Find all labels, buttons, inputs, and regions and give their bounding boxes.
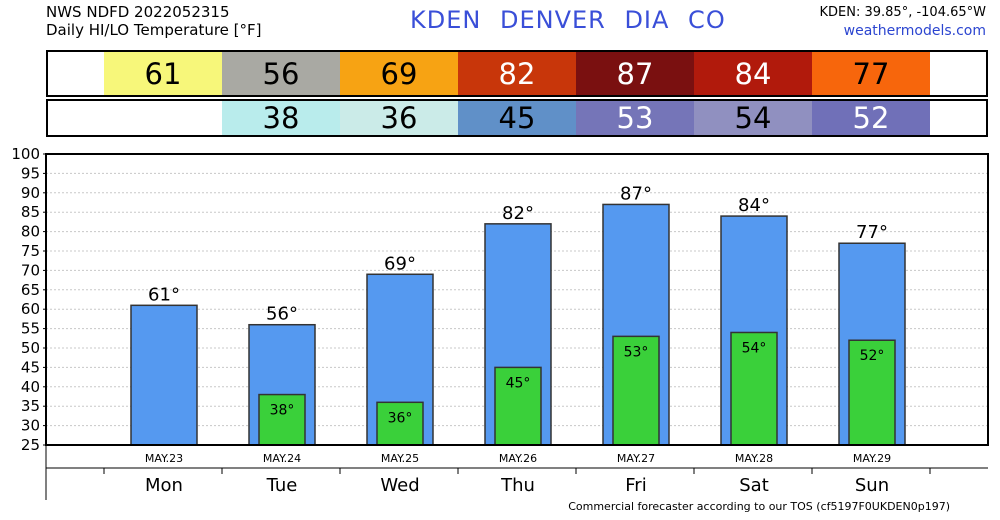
low-temp-strip: 38 36 45 53 54 52: [46, 99, 988, 137]
low-bar-thu: [494, 366, 542, 446]
bar-layer: 61° 56° 69° 82° 87° 84° 77° 38° 36° 45° 53° 54° 52°: [130, 183, 906, 446]
y-tick-label: 75: [21, 242, 40, 260]
y-tick-label: 80: [21, 223, 40, 241]
x-day-label: Tue: [266, 475, 298, 496]
y-tick-label: 50: [21, 339, 40, 357]
low-bar-fri: [612, 335, 660, 446]
x-date-label: MAY.27: [617, 452, 655, 465]
station-coordinates: KDEN: 39.85°, -104.65°W: [819, 5, 987, 20]
y-tick-label: 55: [21, 320, 40, 338]
high-bar-label: 61°: [148, 284, 180, 305]
high-temp-cell-3: 82: [458, 52, 576, 95]
low-temp-cell-2: 36: [340, 101, 458, 135]
high-temp-cell-1: 56: [222, 52, 340, 95]
low-temp-cell-6: 52: [812, 101, 930, 135]
chart-subtitle: Daily HI/LO Temperature [°F]: [46, 21, 262, 39]
low-bar-sat: [730, 331, 778, 446]
low-bar-label: 54°: [742, 340, 767, 356]
high-temp-cell-5: 84: [694, 52, 812, 95]
low-temp-cell-5: 54: [694, 101, 812, 135]
x-day-label: Sat: [739, 475, 769, 496]
high-bar-label: 84°: [738, 195, 770, 216]
high-bar-mon: [130, 304, 198, 446]
model-run-label: NWS NDFD 2022052315: [46, 3, 230, 21]
high-bar-label: 56°: [266, 304, 298, 325]
x-date-label: MAY.26: [499, 452, 537, 465]
x-day-label: Sun: [855, 475, 889, 496]
high-temp-cell-6: 77: [812, 52, 930, 95]
y-tick-label: 35: [21, 397, 40, 415]
high-bar-label: 82°: [502, 203, 534, 224]
x-date-label: MAY.28: [735, 452, 773, 465]
x-day-label: Fri: [625, 475, 646, 496]
y-tick-label: 95: [21, 164, 40, 182]
y-tick-label: 65: [21, 281, 40, 299]
high-temp-cell-0: 61: [104, 52, 222, 95]
low-bar-label: 36°: [388, 410, 413, 426]
plot-frame: [45, 153, 989, 446]
y-tick-label: 40: [21, 378, 40, 396]
high-temp-cell-4: 87: [576, 52, 694, 95]
x-date-label: MAY.29: [853, 452, 891, 465]
low-temp-cell-0: [104, 101, 222, 135]
y-tick-label: 60: [21, 300, 40, 318]
low-bar-label: 53°: [624, 344, 649, 360]
low-temp-cell-1: 38: [222, 101, 340, 135]
y-tick-label: 100: [11, 145, 40, 163]
y-tick-label: 25: [21, 436, 40, 454]
high-bar-label: 69°: [384, 253, 416, 274]
high-temp-cell-2: 69: [340, 52, 458, 95]
low-bar-label: 38°: [270, 403, 295, 419]
low-bar-sun: [848, 339, 896, 446]
x-date-label: MAY.23: [145, 452, 183, 465]
x-date-label: MAY.25: [381, 452, 419, 465]
y-tick-label: 90: [21, 184, 40, 202]
high-temp-strip: 61 56 69 82 87 84 77: [46, 50, 988, 97]
high-bar-label: 87°: [620, 183, 652, 204]
y-tick-label: 45: [21, 358, 40, 376]
low-bar-tue: [258, 393, 306, 446]
station-title: KDEN DENVER DIA CO: [410, 6, 726, 34]
footer-note: Commercial forecaster according to our T…: [568, 500, 950, 513]
x-date-label: MAY.24: [263, 452, 301, 465]
low-bar-label: 52°: [860, 348, 885, 364]
low-bar-label: 45°: [506, 375, 531, 391]
x-day-label: Mon: [145, 475, 183, 496]
y-tick-label: 70: [21, 261, 40, 279]
x-day-label: Thu: [500, 475, 535, 496]
high-bar-label: 77°: [856, 222, 888, 243]
y-tick-label: 85: [21, 203, 40, 221]
x-day-label: Wed: [380, 475, 419, 496]
low-temp-cell-3: 45: [458, 101, 576, 135]
low-temp-cell-4: 53: [576, 101, 694, 135]
site-link[interactable]: weathermodels.com: [843, 23, 986, 39]
y-tick-label: 30: [21, 417, 40, 435]
